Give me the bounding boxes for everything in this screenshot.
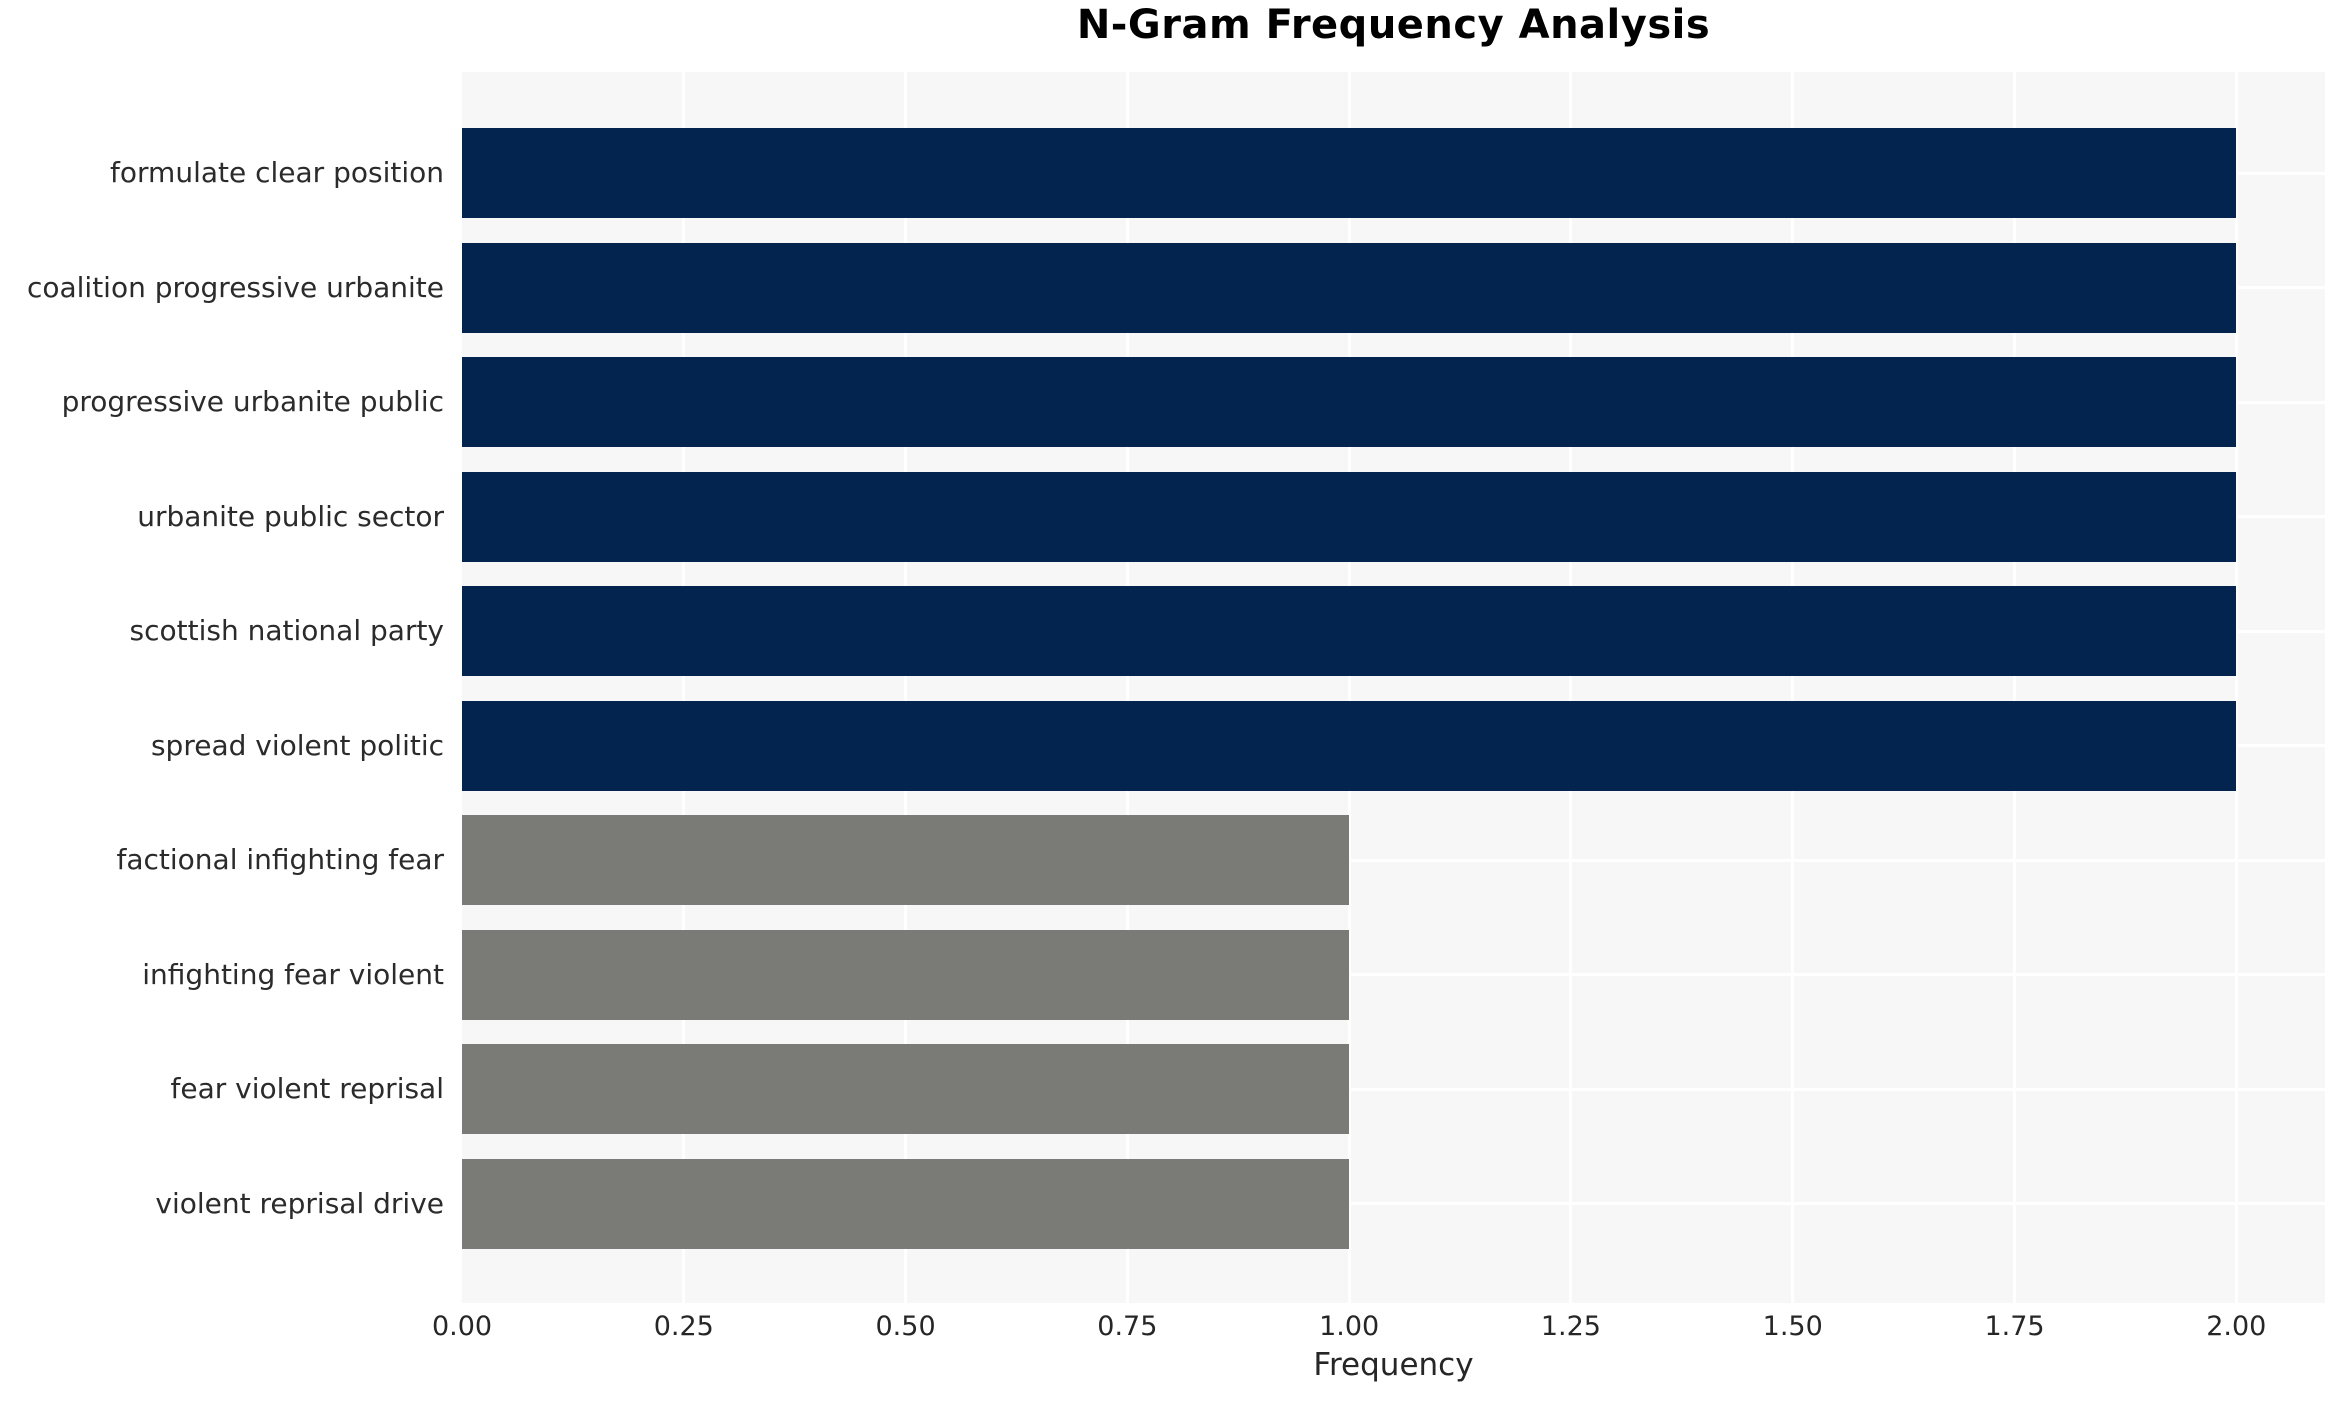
chart-title: N-Gram Frequency Analysis <box>1076 2 1711 48</box>
category-axis: formulate clear position coalition progre… <box>0 72 452 1303</box>
category-label: violent reprisal drive <box>155 1186 444 1220</box>
bar <box>462 242 2237 333</box>
x-tick-label: 0.50 <box>875 1311 936 1342</box>
plot-area <box>462 72 2325 1303</box>
category-label: spread violent politic <box>150 728 444 762</box>
x-axis-ticks: 0.00 0.25 0.50 0.75 1.00 1.25 1.50 1.75 2.00 <box>0 1311 2343 1345</box>
x-tick-label: 1.25 <box>1540 1311 1601 1342</box>
x-axis-label: Frequency <box>1313 1347 1474 1383</box>
y-gridline <box>462 973 2325 977</box>
bar <box>462 128 2237 218</box>
bar <box>462 929 1350 1020</box>
category-label: formulate clear position <box>110 156 444 189</box>
x-gridline <box>1347 72 1351 1303</box>
x-gridline <box>904 72 908 1303</box>
bar <box>462 586 2237 677</box>
x-gridline <box>682 72 686 1303</box>
x-tick-label: 1.75 <box>1984 1311 2045 1342</box>
category-label: progressive urbanite public <box>61 385 444 419</box>
y-gridline <box>462 858 2325 862</box>
bar <box>462 815 1350 906</box>
x-tick-label: 0.25 <box>653 1311 714 1342</box>
bar <box>462 1158 1350 1249</box>
category-label: fear violent reprisal <box>170 1072 444 1106</box>
category-label: scottish national party <box>129 614 444 648</box>
category-label: factional infighting fear <box>116 843 445 877</box>
x-tick-label: 0.75 <box>1097 1311 1158 1342</box>
x-gridline <box>2013 72 2016 1303</box>
y-gridline <box>462 1087 2325 1091</box>
x-tick-label: 1.50 <box>1762 1311 1823 1342</box>
x-gridline <box>2234 72 2238 1303</box>
x-tick-label: 1.00 <box>1319 1311 1380 1342</box>
x-tick-label: 2.00 <box>2206 1311 2267 1342</box>
y-gridline <box>462 1202 2325 1206</box>
bar <box>462 1044 1350 1135</box>
x-tick-label: 0.00 <box>431 1311 493 1342</box>
x-gridline <box>1569 72 1573 1303</box>
category-label: coalition progressive urbanite <box>26 270 444 304</box>
category-label: infighting fear violent <box>142 957 444 991</box>
bar <box>462 700 2237 791</box>
x-gridline <box>1125 72 1129 1303</box>
x-gridline <box>1791 72 1795 1303</box>
category-label: urbanite public sector <box>137 499 444 533</box>
bar <box>462 357 2237 448</box>
bar <box>462 471 2237 562</box>
